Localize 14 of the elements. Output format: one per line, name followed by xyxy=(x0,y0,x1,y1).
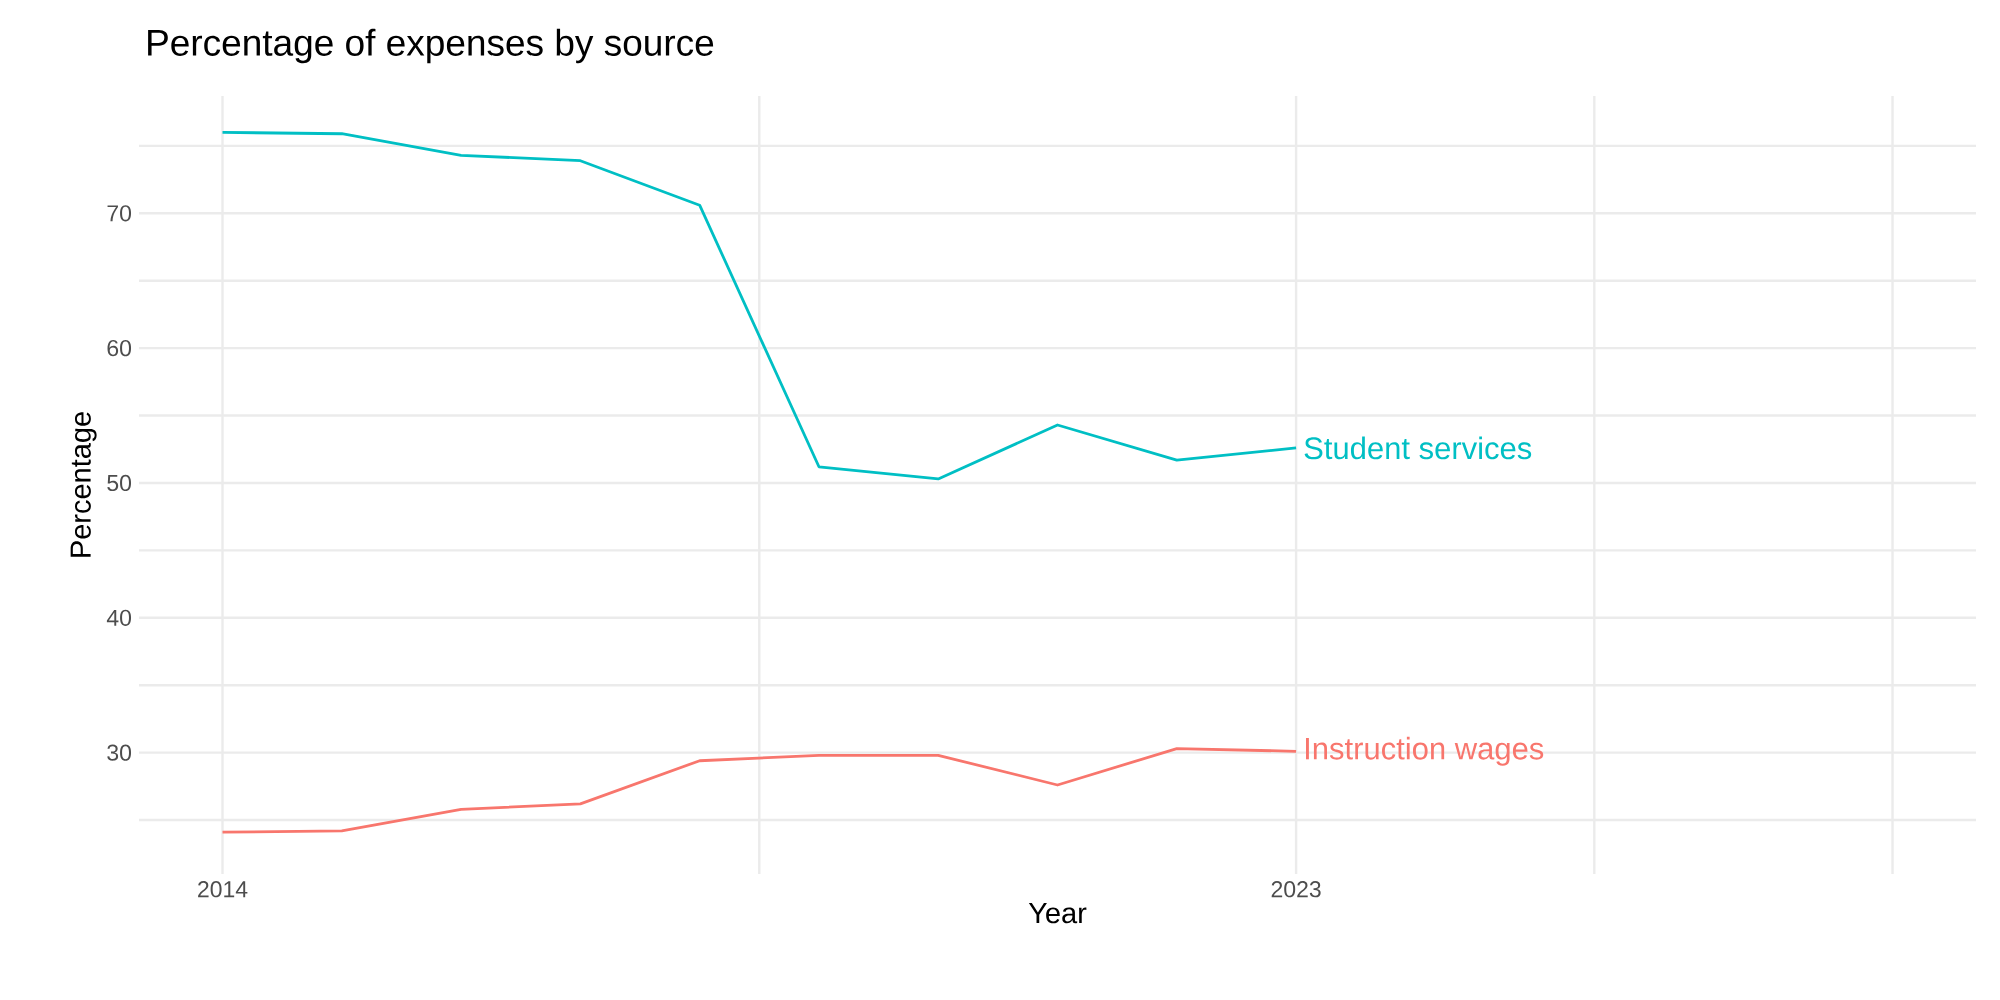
x-tick-label: 2023 xyxy=(1271,881,1321,898)
x-axis-title: Year xyxy=(1028,903,1087,924)
y-tick-label: 60 xyxy=(107,339,132,357)
series-label: Student services xyxy=(1304,436,1532,460)
line-series xyxy=(221,130,1298,481)
y-tick-label: 50 xyxy=(107,474,132,492)
y-tick-label: 30 xyxy=(107,744,132,761)
line-series xyxy=(221,747,1298,834)
y-tick-label: 70 xyxy=(107,205,132,222)
x-tick-label: 2014 xyxy=(198,881,248,898)
chart-title: Percentage of expenses by source xyxy=(148,28,714,64)
y-tick-label: 40 xyxy=(106,609,132,626)
series-label: Instruction wages xyxy=(1306,736,1544,766)
y-axis-title: Percentage xyxy=(70,412,97,557)
